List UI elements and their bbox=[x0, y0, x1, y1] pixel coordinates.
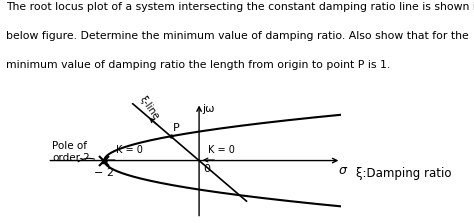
Text: − 2: − 2 bbox=[94, 168, 114, 178]
Text: 0: 0 bbox=[203, 164, 210, 174]
Text: P: P bbox=[173, 123, 180, 133]
Text: ξ-line: ξ-line bbox=[137, 94, 161, 121]
Text: K = 0: K = 0 bbox=[116, 145, 143, 155]
Text: The root locus plot of a system intersecting the constant damping ratio line is : The root locus plot of a system intersec… bbox=[6, 2, 474, 12]
Text: jω: jω bbox=[202, 104, 215, 114]
Text: below figure. Determine the minimum value of damping ratio. Also show that for t: below figure. Determine the minimum valu… bbox=[6, 31, 468, 41]
Text: K = 0: K = 0 bbox=[208, 145, 235, 155]
Text: Pole of
order-2: Pole of order-2 bbox=[52, 141, 90, 163]
Text: minimum value of damping ratio the length from origin to point P is 1.: minimum value of damping ratio the lengt… bbox=[6, 60, 390, 70]
Text: σ: σ bbox=[339, 164, 347, 177]
Text: ξ:Damping ratio: ξ:Damping ratio bbox=[356, 167, 451, 180]
